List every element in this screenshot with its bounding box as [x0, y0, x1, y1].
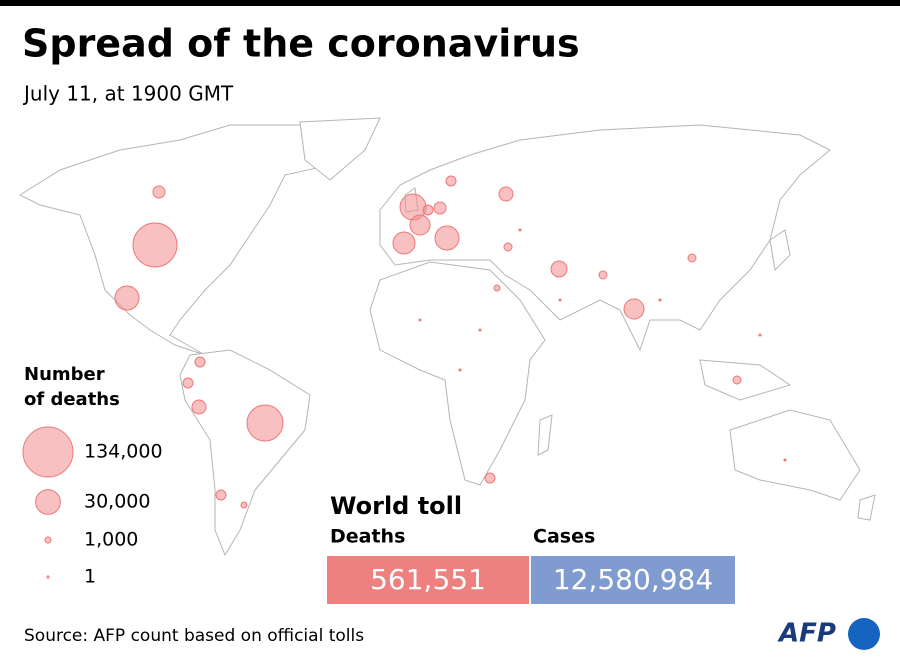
deaths-value: 561,551: [370, 563, 486, 596]
legend-bubble: [44, 536, 52, 544]
title: Spread of the coronavirus: [22, 22, 580, 66]
world-map: [18, 117, 876, 557]
legend-title: of deaths: [24, 389, 120, 410]
toll-title: World toll: [330, 492, 462, 520]
cases-label: Cases: [533, 526, 595, 548]
cases-box: [531, 556, 735, 604]
legend-title: Number: [24, 364, 105, 385]
legend-label: 134,000: [84, 441, 163, 463]
legend-bubble: [46, 575, 50, 579]
logo-globe: [848, 618, 880, 650]
subtitle: July 11, at 1900 GMT: [22, 82, 234, 106]
legend-label: 1: [84, 566, 96, 588]
death-bubbles: [114, 175, 787, 509]
deaths-box: [327, 556, 529, 604]
logo: AFP: [777, 619, 836, 649]
source: Source: AFP count based on official toll…: [24, 626, 364, 646]
legend-label: 1,000: [84, 529, 138, 551]
legend-label: 30,000: [84, 491, 150, 513]
top-bar: [0, 0, 900, 6]
cases-value: 12,580,984: [553, 563, 713, 596]
deaths-label: Deaths: [330, 526, 405, 548]
legend-bubble: [35, 489, 61, 515]
legend: 134,000 30,000 1,000 1: [22, 426, 163, 588]
legend-bubble: [22, 426, 74, 478]
